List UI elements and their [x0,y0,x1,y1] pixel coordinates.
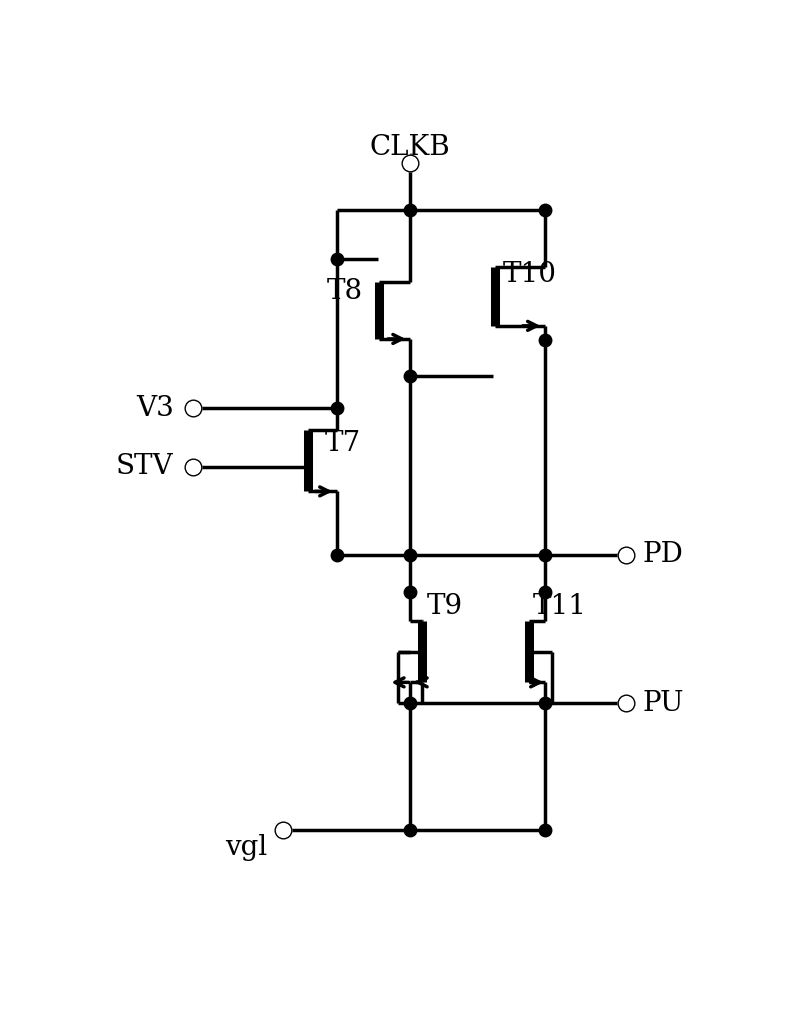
Text: T9: T9 [426,594,462,620]
Text: PD: PD [642,541,683,568]
Text: V3: V3 [136,395,174,422]
Text: CLKB: CLKB [370,134,450,160]
Text: T7: T7 [325,430,361,457]
Text: T8: T8 [326,278,362,304]
Text: PU: PU [642,689,684,717]
Text: STV: STV [116,454,174,480]
Text: T10: T10 [502,261,556,288]
Text: T11: T11 [533,594,587,620]
Text: vgl: vgl [226,833,267,861]
